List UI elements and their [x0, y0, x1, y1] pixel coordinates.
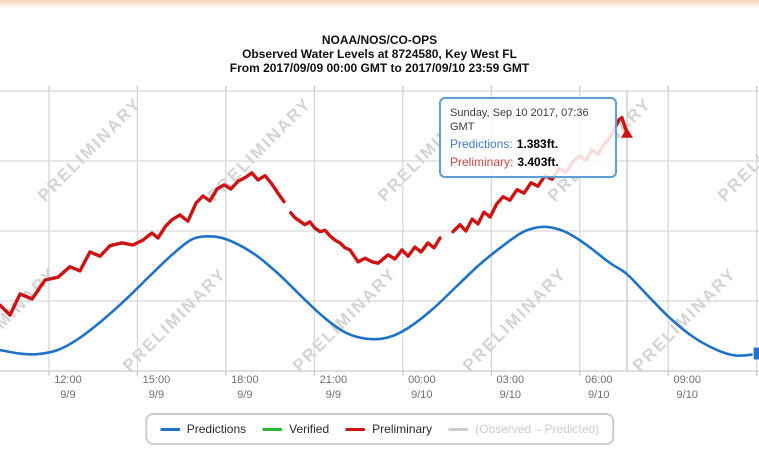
x-axis-label-time: 00:00	[408, 374, 436, 386]
predictions-point-marker[interactable]	[752, 346, 759, 361]
x-axis-label-date: 9/10	[411, 389, 433, 401]
legend-line-swatch	[159, 427, 180, 431]
x-axis-label: 00:00 9/10	[390, 373, 454, 403]
x-axis-label-date: 9/9	[237, 389, 253, 401]
x-axis-label-date: 9/10	[676, 389, 698, 401]
legend-label: Verified	[289, 422, 330, 436]
chart-legend: Predictions Verified Preliminary (Observed …	[144, 413, 615, 445]
x-axis-label-date: 9/9	[325, 389, 341, 401]
x-axis-label-time: 15:00	[142, 374, 171, 386]
x-axis-label-date: 9/9	[148, 389, 165, 401]
x-axis-label-date: 9/10	[499, 389, 521, 401]
series-line-preliminary	[0, 171, 286, 317]
legend-label: Predictions	[186, 422, 247, 436]
x-axis-label-time: 21:00	[319, 374, 348, 386]
series-line-preliminary	[289, 211, 442, 265]
legend-line-swatch	[262, 427, 283, 431]
tooltip-series-value: 3.403ft.	[517, 155, 559, 169]
x-axis-label: 18:00 9/9	[213, 373, 277, 403]
chart-title-station: Observed Water Levels at 8724580, Key We…	[242, 47, 517, 61]
chart-title-range: From 2017/09/09 00:00 GMT to 2017/09/10 …	[229, 61, 530, 75]
x-axis-label-time: 09:00	[673, 374, 701, 386]
x-axis-label-time: 03:00	[496, 374, 525, 386]
tooltip-series-label: Preliminary:	[450, 155, 514, 169]
series-line-predictions	[0, 225, 759, 358]
x-axis-label: 03:00 9/10	[478, 373, 542, 403]
legend-item--observed-predicted-[interactable]: (Observed – Predicted)	[448, 422, 599, 436]
chart-title-org: NOAA/NOS/CO-OPS	[321, 33, 438, 47]
tooltip-row: Predictions: 1.383ft.	[450, 136, 606, 152]
x-axis-label: 21:00 9/9	[301, 373, 365, 403]
tooltip-series-label: Predictions:	[450, 137, 513, 151]
legend-line-swatch	[345, 427, 366, 431]
x-axis-label: 09:00 9/10	[655, 373, 719, 403]
tooltip-row: Preliminary: 3.403ft.	[450, 154, 606, 170]
tooltip-series-value: 1.383ft.	[516, 137, 559, 151]
x-axis-label-time: 06:00	[585, 374, 613, 386]
preliminary-point-marker[interactable]	[620, 127, 633, 138]
x-axis-label-time: 18:00	[231, 374, 259, 386]
x-axis-label: 12:00 9/9	[36, 373, 100, 403]
legend-label: Preliminary	[372, 422, 433, 436]
chart-title-block: NOAA/NOS/CO-OPS Observed Water Levels at…	[0, 33, 759, 75]
x-axis-label-time: 12:00	[54, 374, 82, 386]
legend-item-predictions[interactable]: Predictions	[159, 422, 247, 436]
legend-label: (Observed – Predicted)	[475, 422, 600, 436]
legend-line-swatch	[448, 427, 469, 431]
x-axis-label: 06:00 9/10	[567, 373, 631, 403]
x-axis-label: 15:00 9/9	[124, 373, 188, 403]
x-axis-label-date: 9/9	[60, 389, 76, 401]
page-top-banner-edge	[0, 0, 759, 9]
legend-item-verified[interactable]: Verified	[262, 422, 329, 436]
x-axis-label-date: 9/10	[588, 389, 610, 401]
legend-item-preliminary[interactable]: Preliminary	[345, 422, 432, 436]
chart-tooltip: Sunday, Sep 10 2017, 07:36 GMT Predictio…	[439, 97, 617, 178]
tooltip-date: Sunday, Sep 10 2017, 07:36 GMT	[450, 107, 589, 133]
